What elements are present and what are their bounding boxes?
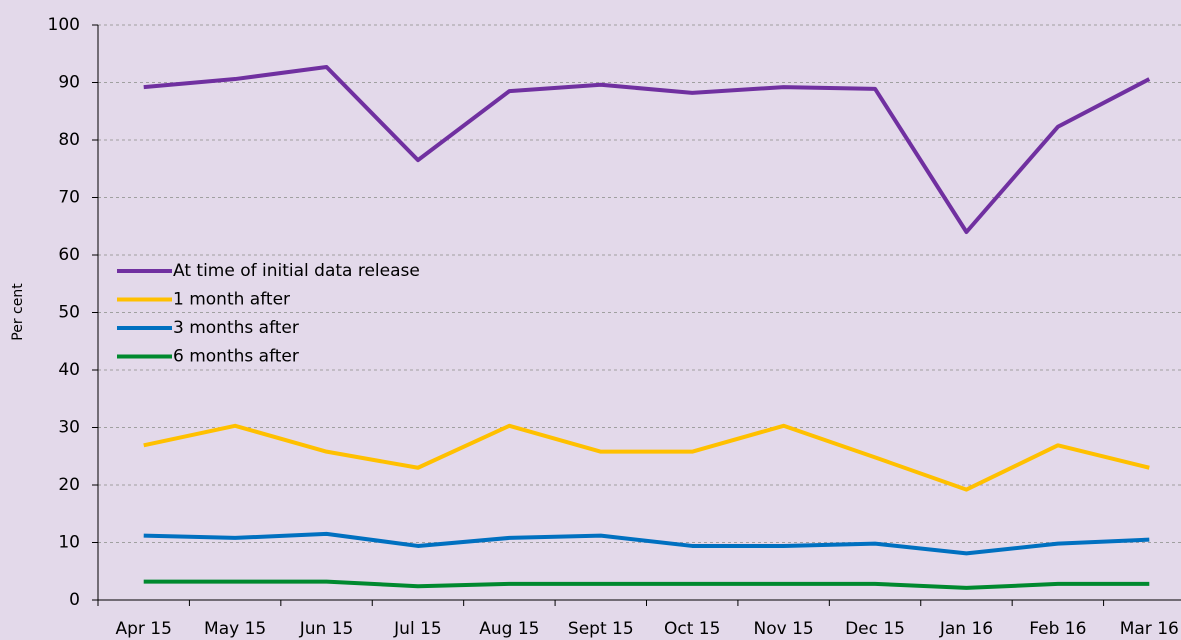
series-line (143, 423, 1150, 492)
x-tick-label: Nov 15 (754, 619, 814, 639)
y-axis-label: Per cent (10, 283, 26, 341)
x-tick-label: Mar 16 (1120, 619, 1179, 639)
x-tick-label: Feb 16 (1029, 619, 1086, 639)
x-tick-label: Aug 15 (479, 619, 539, 639)
y-tick-label: 50 (58, 303, 80, 323)
x-tick-label: Dec 15 (845, 619, 905, 639)
series-line (143, 64, 1151, 234)
y-tick-label: 20 (58, 475, 80, 495)
y-tick-label: 90 (58, 73, 80, 93)
x-tick-label: Oct 15 (664, 619, 720, 639)
x-tick-label: Jan 16 (939, 619, 993, 639)
legend-label: 3 months after (173, 318, 299, 338)
legend-label: 1 month after (173, 290, 290, 310)
legend-label: At time of initial data release (173, 261, 420, 281)
x-tick-label: Sept 15 (568, 619, 634, 639)
series-line (143, 531, 1150, 556)
y-tick-label: 0 (69, 590, 80, 610)
legend-label: 6 months after (173, 347, 299, 367)
series-line (143, 579, 1150, 590)
y-tick-label: 60 (58, 245, 80, 265)
y-tick-label: 10 (58, 533, 80, 553)
x-tick-label: Jul 15 (393, 619, 442, 639)
x-tick-label: Jun 15 (299, 619, 354, 639)
y-tick-label: 40 (58, 360, 80, 380)
x-tick-label: May 15 (204, 619, 266, 639)
y-tick-label: 80 (58, 130, 80, 150)
y-tick-label: 30 (58, 418, 80, 438)
x-tick-label: Apr 15 (115, 619, 171, 639)
y-tick-label: 100 (48, 15, 80, 35)
y-tick-label: 70 (58, 188, 80, 208)
